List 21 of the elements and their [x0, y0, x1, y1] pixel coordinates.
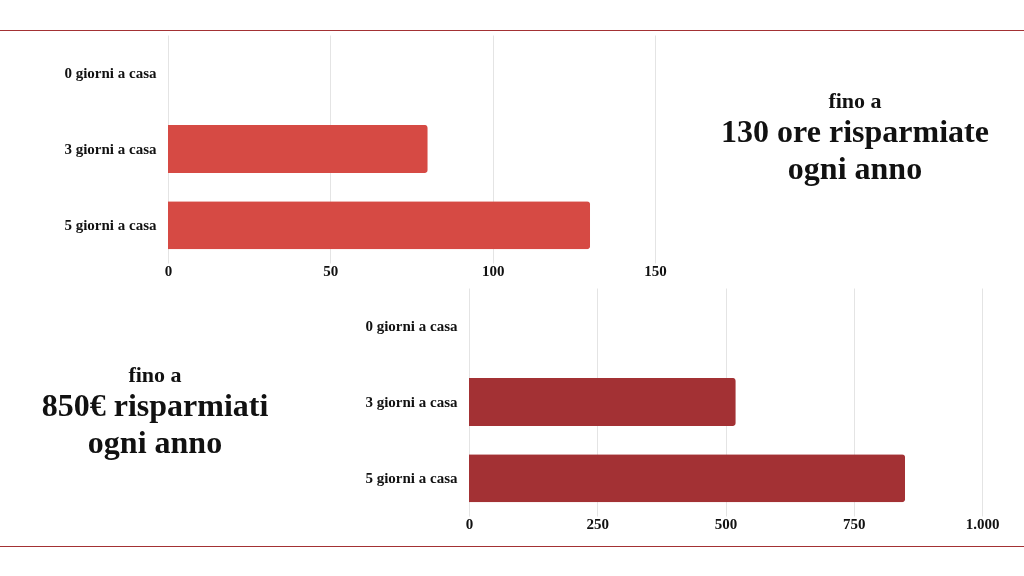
x-tick-label: 50 — [323, 262, 339, 279]
x-tick-label: 250 — [586, 515, 609, 532]
text: ogni anno — [86, 424, 224, 461]
y-tick-label: 5 giorni a casa — [365, 470, 458, 487]
x-tick-label: 1.000 — [965, 515, 1000, 532]
x-tick-label: 500 — [714, 515, 738, 532]
x-tick-label: 0 — [465, 515, 474, 532]
text: ogni anno — [786, 150, 924, 187]
text: 130 ore risparmiate — [720, 113, 990, 151]
x-tick-label: 100 — [481, 262, 505, 279]
text: 850€ risparmiati — [40, 387, 270, 425]
x-tick-label: 0 — [164, 262, 173, 279]
x-tick-label: 750 — [843, 515, 866, 532]
text: fino a — [827, 88, 883, 114]
x-tick-label: 150 — [644, 262, 667, 279]
y-tick-label: 0 giorni a casa — [64, 64, 157, 81]
y-tick-label: 5 giorni a casa — [64, 217, 157, 234]
y-tick-label: 0 giorni a casa — [365, 317, 458, 334]
text: fino a — [127, 362, 183, 388]
y-tick-label: 3 giorni a casa — [365, 394, 458, 410]
y-tick-label: 3 giorni a casa — [64, 141, 157, 157]
